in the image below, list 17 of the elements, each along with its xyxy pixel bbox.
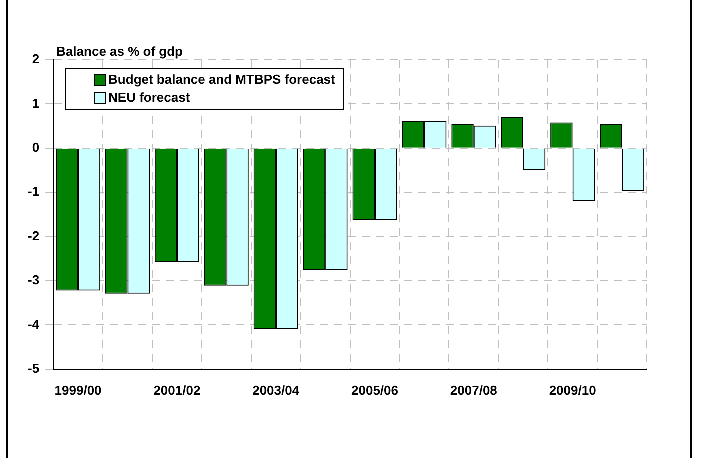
y-tick-label: -2 bbox=[28, 228, 40, 244]
x-tick-label: 2009/10 bbox=[549, 382, 596, 398]
y-tick-label: -4 bbox=[28, 316, 40, 332]
y-tick-label: -1 bbox=[28, 184, 40, 200]
legend-label: NEU forecast bbox=[108, 89, 190, 107]
legend-label: Budget balance and MTBPS forecast bbox=[108, 71, 336, 89]
y-tick-label: 1 bbox=[32, 96, 40, 111]
y-tick-label: 0 bbox=[32, 140, 40, 155]
y-tick-label: 2 bbox=[32, 52, 40, 67]
x-tick-label: 2003/04 bbox=[252, 382, 300, 398]
x-tick-label: 2001/02 bbox=[154, 382, 201, 398]
x-tick-label: 2005/06 bbox=[352, 382, 399, 398]
x-tick-label: 1999/00 bbox=[54, 382, 102, 398]
y-axis-title: Balance as % of gdp bbox=[56, 44, 184, 60]
y-tick-label: -5 bbox=[28, 360, 40, 376]
x-tick-label: 2007/08 bbox=[450, 382, 498, 398]
y-tick-label: -3 bbox=[28, 272, 40, 288]
